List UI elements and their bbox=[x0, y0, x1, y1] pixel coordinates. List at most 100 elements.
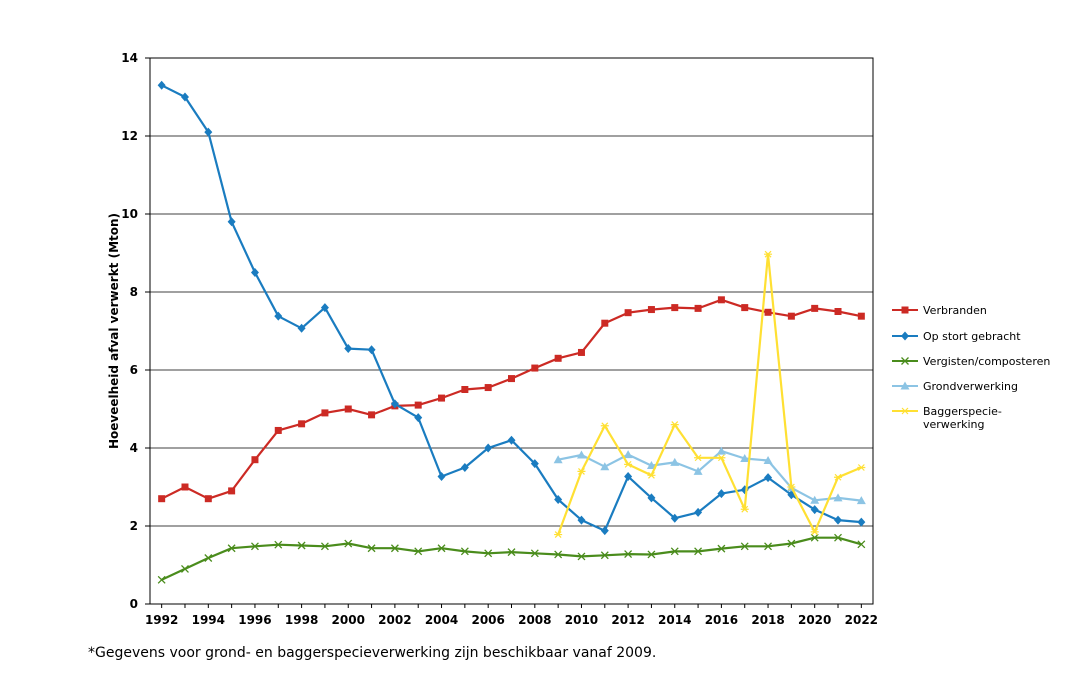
data-point bbox=[320, 542, 329, 551]
data-point bbox=[670, 547, 679, 556]
data-point bbox=[694, 507, 703, 517]
data-point bbox=[553, 455, 563, 464]
y-axis-label: Hoeveelheid afval verwerkt (Mton) bbox=[107, 213, 121, 449]
data-point bbox=[693, 466, 703, 475]
y-tick-label: 12 bbox=[121, 129, 138, 143]
data-point bbox=[181, 564, 189, 573]
data-point bbox=[204, 495, 212, 503]
data-point bbox=[554, 531, 563, 539]
data-point bbox=[764, 308, 772, 316]
legend-item: Grondverwerking bbox=[892, 380, 1018, 393]
x-tick-label: 2016 bbox=[705, 613, 738, 627]
data-point bbox=[554, 550, 563, 559]
plot-area bbox=[149, 57, 874, 605]
legend-label: Vergisten/composteren bbox=[923, 355, 1050, 368]
x-tick-label: 2006 bbox=[471, 613, 504, 627]
legend-swatch-marker bbox=[901, 357, 909, 365]
data-point bbox=[623, 450, 633, 459]
data-point bbox=[834, 533, 842, 542]
data-point bbox=[460, 547, 469, 556]
data-point bbox=[531, 364, 539, 372]
data-point bbox=[251, 456, 259, 464]
legend-swatch-marker bbox=[901, 407, 909, 415]
data-point bbox=[157, 575, 166, 584]
data-point bbox=[577, 348, 585, 356]
data-point bbox=[320, 303, 329, 313]
data-point bbox=[507, 548, 516, 557]
data-point bbox=[344, 539, 353, 548]
x-tick-label: 2012 bbox=[611, 613, 644, 627]
data-point bbox=[810, 533, 819, 542]
data-point bbox=[438, 394, 446, 402]
series-line bbox=[557, 450, 862, 502]
data-point bbox=[297, 541, 306, 550]
legend-item: Op stort gebracht bbox=[892, 330, 1021, 343]
data-point bbox=[787, 539, 796, 548]
data-point bbox=[414, 401, 422, 409]
legend-item: Vergisten/composteren bbox=[892, 355, 1050, 368]
data-point bbox=[180, 92, 189, 102]
data-point bbox=[298, 420, 306, 428]
data-point bbox=[181, 483, 189, 491]
data-point bbox=[670, 457, 680, 466]
data-point bbox=[344, 405, 352, 413]
data-point bbox=[227, 217, 236, 227]
series-verbranden bbox=[158, 296, 865, 503]
data-point bbox=[600, 526, 609, 536]
data-point bbox=[157, 80, 166, 90]
data-point bbox=[507, 435, 516, 445]
data-point bbox=[576, 450, 586, 459]
data-point bbox=[577, 552, 586, 561]
data-point bbox=[857, 540, 866, 549]
data-point bbox=[367, 345, 376, 355]
data-point bbox=[834, 308, 842, 315]
legend-label: Verbranden bbox=[923, 304, 987, 317]
data-point bbox=[437, 544, 446, 553]
data-point bbox=[810, 495, 820, 504]
data-point bbox=[833, 493, 843, 502]
data-point bbox=[764, 542, 773, 551]
y-tick-label: 8 bbox=[130, 285, 138, 299]
footnote: *Gegevens voor grond- en baggerspeciever… bbox=[88, 645, 657, 661]
data-point bbox=[856, 496, 866, 505]
data-point bbox=[624, 309, 632, 317]
y-tick-label: 0 bbox=[130, 597, 138, 611]
data-point bbox=[857, 464, 866, 471]
data-point bbox=[437, 471, 446, 481]
data-point bbox=[810, 505, 819, 515]
data-point bbox=[624, 471, 633, 481]
data-point bbox=[647, 471, 656, 479]
x-tick-label: 1994 bbox=[192, 613, 225, 627]
data-point bbox=[554, 354, 562, 362]
data-point bbox=[204, 127, 213, 137]
data-point bbox=[670, 421, 679, 429]
data-point bbox=[274, 540, 283, 549]
data-point bbox=[624, 550, 633, 559]
data-point bbox=[787, 312, 795, 320]
x-tick-label: 2014 bbox=[658, 613, 691, 627]
data-point bbox=[250, 268, 259, 277]
data-point bbox=[368, 411, 376, 419]
data-point bbox=[717, 296, 725, 304]
data-point bbox=[484, 443, 493, 453]
data-point bbox=[647, 306, 655, 314]
data-point bbox=[297, 323, 306, 333]
x-tick-label: 2020 bbox=[798, 613, 831, 627]
x-tick-label: 1996 bbox=[238, 613, 271, 627]
y-tick-label: 10 bbox=[121, 207, 138, 221]
series-baggerspecie-verwerking bbox=[554, 250, 866, 539]
x-tick-label: 2004 bbox=[425, 613, 458, 627]
data-point bbox=[530, 549, 539, 558]
data-point bbox=[717, 454, 726, 462]
legend-item: Verbranden bbox=[892, 304, 987, 317]
data-point bbox=[227, 544, 236, 553]
data-point bbox=[694, 547, 703, 556]
data-point bbox=[484, 384, 492, 392]
data-point bbox=[250, 542, 259, 551]
data-point bbox=[461, 386, 469, 393]
x-tick-label: 2002 bbox=[378, 613, 411, 627]
legend-label: Grondverwerking bbox=[923, 380, 1018, 393]
y-tick-label: 14 bbox=[121, 51, 138, 65]
data-point bbox=[646, 461, 656, 470]
legend-swatch-marker bbox=[901, 306, 909, 314]
